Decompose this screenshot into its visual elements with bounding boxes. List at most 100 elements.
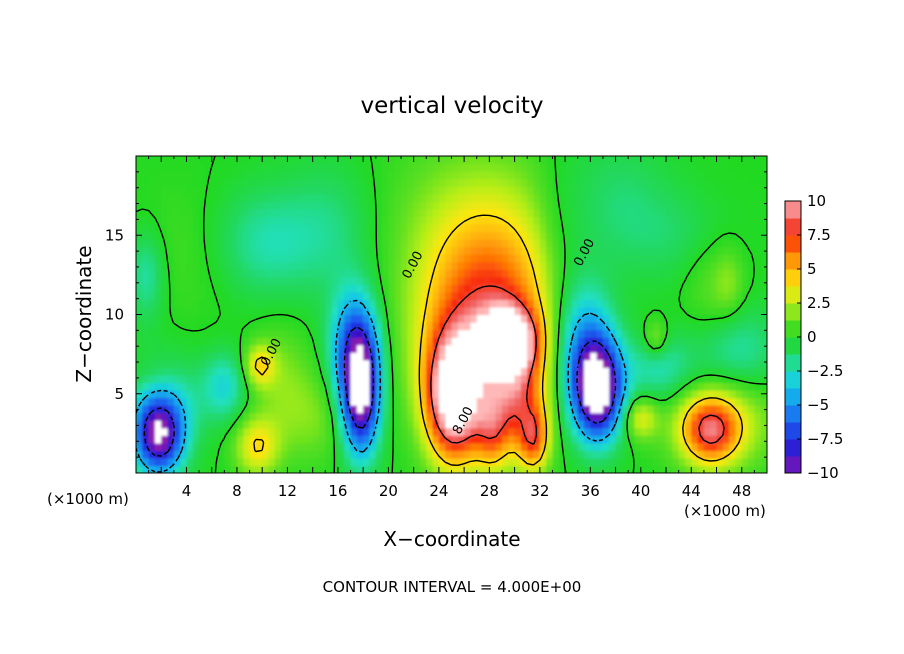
field-cell [748, 427, 755, 436]
field-cell [634, 208, 642, 217]
field-cell [615, 186, 623, 195]
field-cell [318, 156, 326, 165]
field-cell [634, 382, 642, 391]
field-cell [666, 186, 673, 195]
field-cell [211, 405, 219, 414]
field-cell [647, 231, 655, 240]
field-cell [760, 306, 767, 316]
field-cell [722, 284, 730, 293]
field-cell [255, 337, 263, 346]
field-cell [760, 291, 767, 301]
field-cell [577, 306, 585, 316]
field-cell [684, 374, 692, 384]
field-cell [356, 178, 364, 187]
field-cell [394, 178, 402, 187]
field-cell [274, 269, 282, 278]
field-cell [199, 389, 207, 399]
field-cell [546, 284, 554, 293]
field-cell [647, 322, 655, 331]
field-cell [375, 435, 383, 444]
field-cell [659, 442, 667, 451]
field-cell [520, 186, 528, 195]
field-cell [609, 367, 617, 376]
field-cell [356, 201, 364, 210]
field-cell [426, 306, 434, 316]
field-cell [748, 457, 755, 467]
field-cell [653, 261, 661, 270]
field-cell [186, 420, 194, 429]
field-cell [344, 223, 352, 233]
field-cell [615, 246, 623, 255]
field-cell [401, 344, 408, 353]
field-cell [363, 427, 371, 436]
field-cell [218, 299, 225, 308]
field-cell [647, 208, 655, 217]
field-cell [722, 442, 730, 451]
field-cell [722, 254, 730, 263]
field-cell [369, 352, 377, 361]
field-cell [729, 239, 737, 248]
field-cell [602, 254, 610, 263]
field-cell [703, 457, 711, 467]
field-cell [142, 435, 150, 444]
field-cell [419, 223, 427, 233]
field-cell [445, 322, 453, 331]
field-cell [369, 306, 377, 316]
field-cell [527, 374, 535, 384]
field-cell [180, 171, 188, 180]
field-cell [571, 156, 579, 165]
field-cell [546, 344, 554, 353]
field-cell [262, 208, 270, 217]
field-cell [678, 397, 686, 406]
field-cell [710, 186, 718, 195]
field-cell [350, 412, 358, 421]
field-cell [438, 246, 446, 255]
field-cell [375, 231, 383, 240]
field-cell [470, 359, 478, 368]
field-cell [432, 306, 440, 316]
field-cell [584, 193, 591, 202]
field-cell [678, 412, 686, 421]
field-cell [192, 231, 200, 240]
field-cell [148, 208, 156, 217]
field-cell [710, 329, 718, 338]
field-cell [647, 284, 655, 293]
field-cell [186, 276, 194, 285]
field-cell [735, 397, 743, 406]
field-cell [325, 216, 333, 225]
field-cell [148, 156, 156, 165]
field-cell [697, 291, 705, 301]
field-cell [552, 412, 560, 421]
field-cell [495, 442, 503, 451]
field-cell [546, 276, 554, 285]
field-cell [382, 382, 389, 391]
field-cell [697, 156, 705, 165]
field-cell [262, 412, 270, 421]
field-cell [255, 322, 263, 331]
field-cell [173, 465, 181, 473]
field-cell [426, 201, 434, 210]
field-cell [653, 314, 661, 323]
field-cell [508, 405, 516, 414]
field-cell [590, 457, 598, 467]
field-cell [621, 216, 629, 225]
field-cell [483, 163, 490, 172]
field-cell [527, 465, 535, 473]
field-cell [470, 171, 478, 180]
field-cell [621, 359, 629, 368]
field-cell [577, 435, 585, 444]
field-cell [710, 442, 718, 451]
field-cell [476, 382, 484, 391]
field-cell [729, 352, 737, 361]
field-cell [697, 450, 705, 459]
field-cell [565, 156, 572, 165]
field-cell [344, 171, 352, 180]
field-cell [602, 291, 610, 301]
field-cell [754, 284, 762, 293]
field-cell [647, 306, 655, 316]
field-cell [729, 163, 737, 172]
field-cell [722, 276, 730, 285]
field-cell [363, 337, 371, 346]
field-cell [318, 344, 326, 353]
field-cell [224, 246, 232, 255]
